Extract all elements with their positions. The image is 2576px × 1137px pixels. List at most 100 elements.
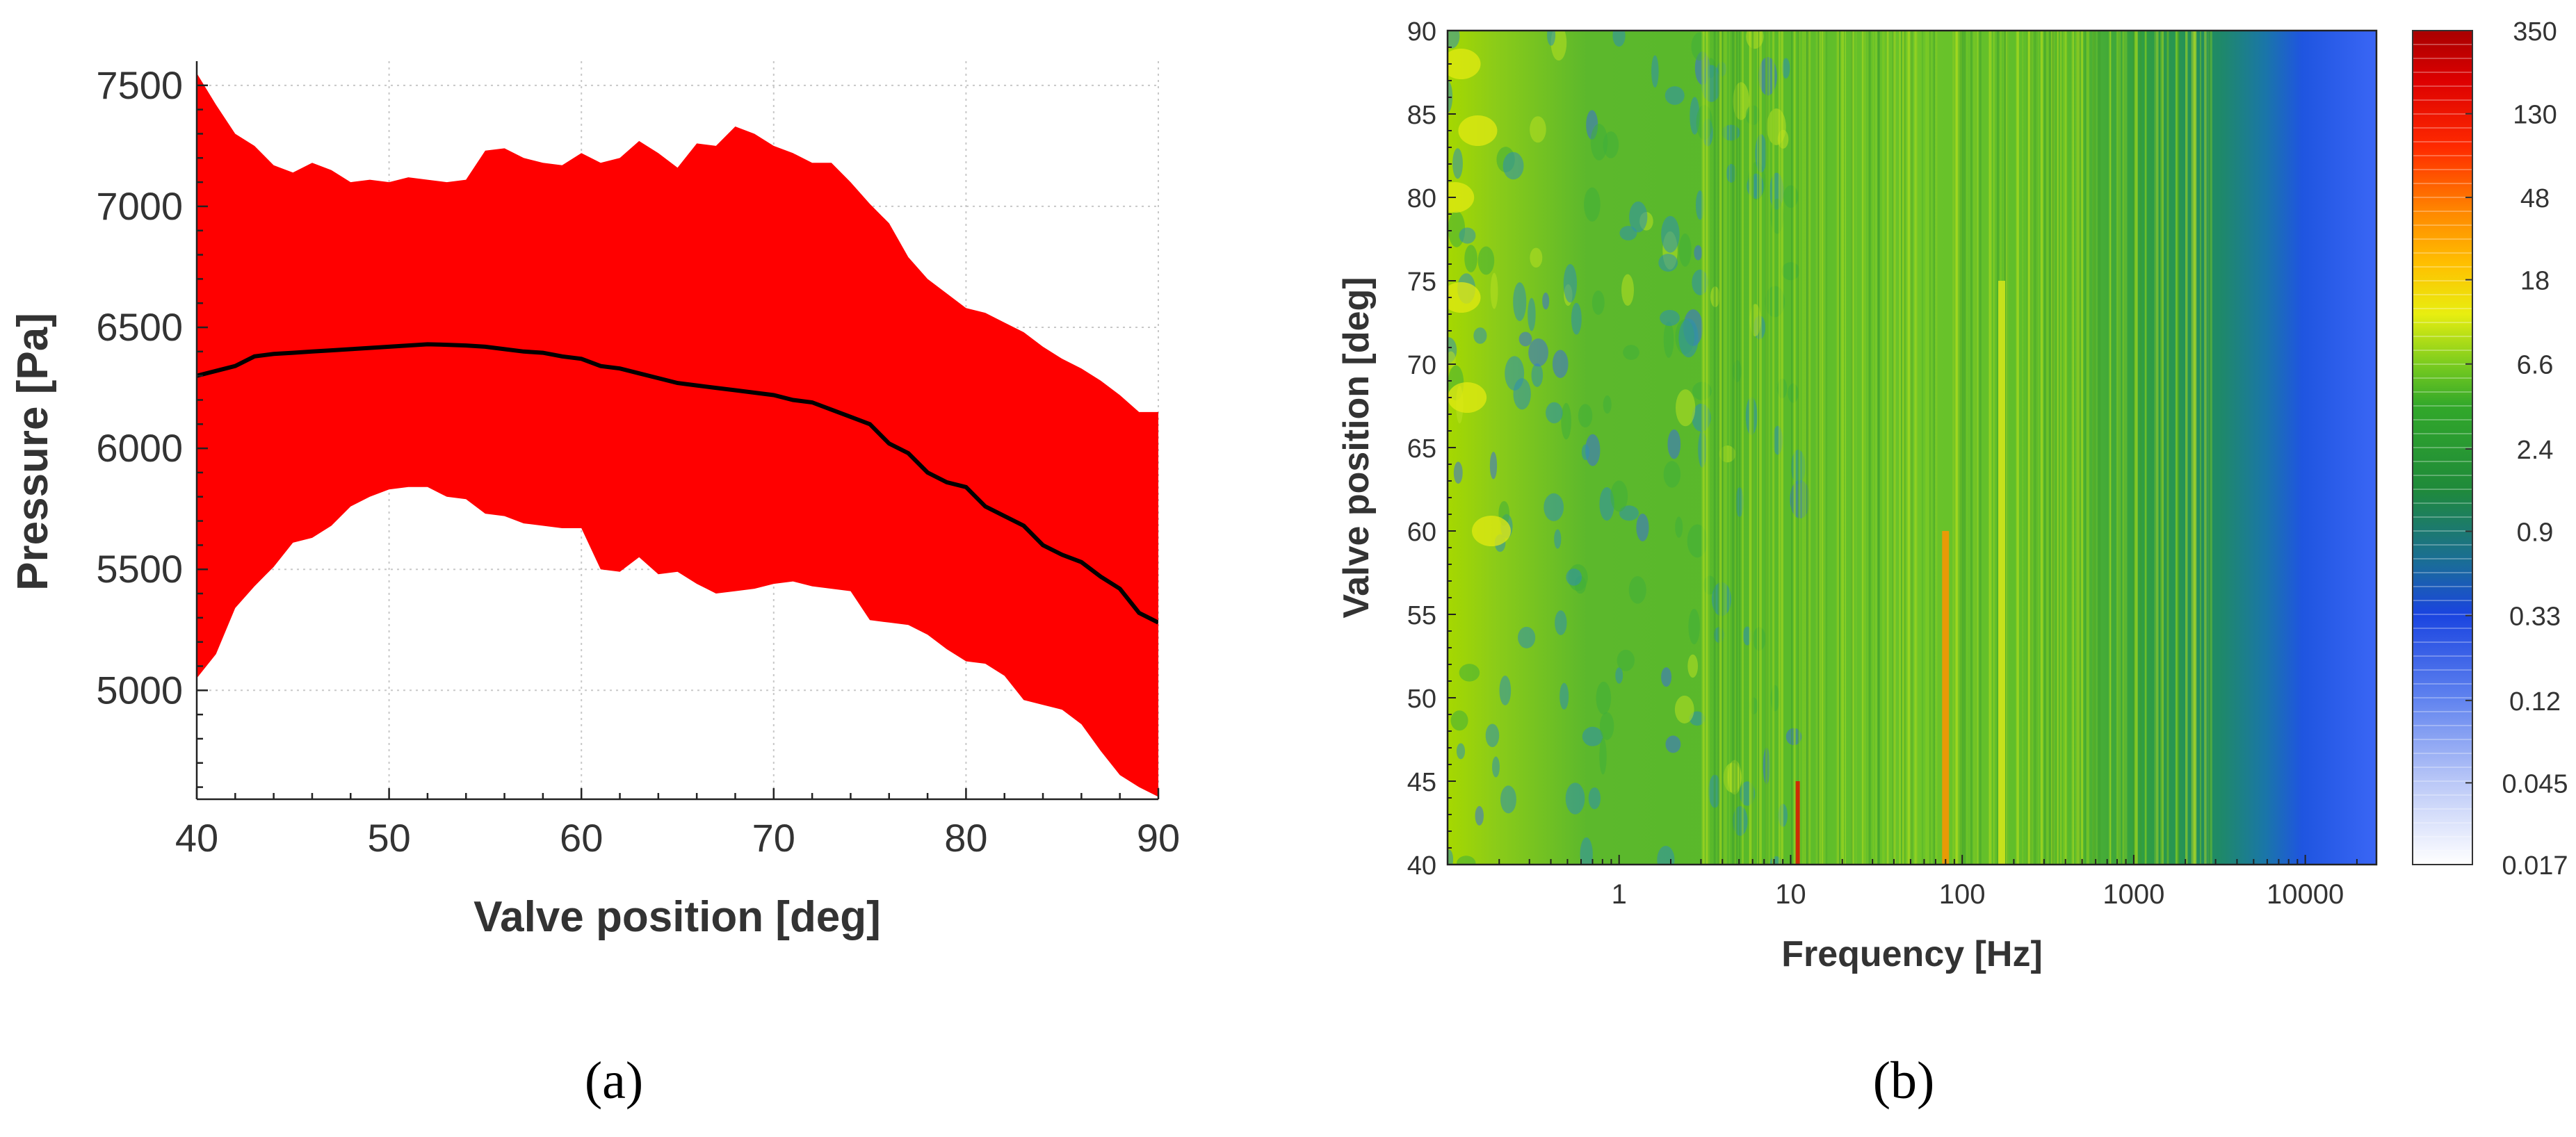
texture-blob <box>1448 49 1481 79</box>
texture-blob <box>1518 626 1536 648</box>
texture-blob <box>1629 201 1648 233</box>
texture-blob <box>1667 429 1681 459</box>
texture-blob <box>1719 445 1736 463</box>
texture-blob <box>1581 444 1590 461</box>
texture-blob <box>1733 805 1748 836</box>
texture-blob <box>1651 55 1659 88</box>
y-tick-label-b: 75 <box>1407 268 1436 297</box>
texture-blob <box>1566 568 1582 586</box>
texture-blob <box>1619 225 1637 240</box>
texture-blob <box>1582 726 1603 746</box>
texture-blob <box>1547 31 1556 46</box>
x-tick-label-a: 50 <box>367 816 410 860</box>
texture-blob <box>1781 262 1800 281</box>
texture-blob <box>1733 82 1749 120</box>
texture-blob <box>1473 327 1487 344</box>
x-tick-label-a: 90 <box>1137 816 1180 860</box>
texture-blob <box>1781 58 1790 79</box>
texture-blob <box>1502 152 1524 180</box>
texture-blob <box>1661 215 1680 253</box>
texture-blob <box>1708 774 1722 808</box>
texture-blob <box>1703 575 1717 595</box>
y-tick-label-a: 5500 <box>96 547 183 591</box>
colorbar-tick-label: 48 <box>2520 184 2550 213</box>
texture-blob <box>1663 321 1674 358</box>
texture-blob <box>1674 695 1694 723</box>
texture-blob <box>1615 667 1623 684</box>
texture-blob <box>1571 302 1582 335</box>
y-tick-label-b: 65 <box>1407 434 1436 464</box>
texture-blob <box>1675 516 1683 538</box>
texture-blob <box>1499 676 1512 705</box>
texture-blob <box>1710 286 1720 308</box>
texture-blob <box>1580 837 1593 865</box>
x-axis-label-b: Frequency [Hz] <box>1781 934 2043 974</box>
panel-label-b: (b) <box>1873 1052 1935 1110</box>
x-ticks-b: 1 10 100 1000 10000 <box>1447 855 2358 910</box>
texture-blob <box>1691 32 1708 61</box>
texture-blob <box>1554 529 1562 549</box>
texture-blob <box>1561 402 1571 440</box>
y-tick-label-b: 45 <box>1407 768 1436 797</box>
texture-blob <box>1560 682 1569 710</box>
texture-blob <box>1530 116 1546 143</box>
texture-blob <box>1599 712 1614 740</box>
texture-blob <box>1612 31 1626 47</box>
texture-blob <box>1692 269 1708 295</box>
panel-a: 40 50 60 70 80 90 5000 5500 6000 6500 7000 7500 Va… <box>9 61 1180 1110</box>
texture-blob <box>1777 378 1788 399</box>
texture-blob <box>1459 227 1476 244</box>
texture-blob <box>1749 173 1764 199</box>
texture-blob <box>1763 747 1770 785</box>
texture-blob <box>1610 480 1628 512</box>
heatmap-texture <box>1448 31 2212 865</box>
texture-blob <box>1544 493 1564 521</box>
texture-blob <box>1457 856 1476 865</box>
texture-blob <box>1603 395 1612 414</box>
texture-blob <box>1688 608 1700 645</box>
texture-blob <box>1617 649 1635 671</box>
y-tick-label-b: 55 <box>1407 601 1436 630</box>
y-axis-label-b: Valve position [deg] <box>1336 277 1377 618</box>
texture-blob <box>1542 292 1550 310</box>
x-tick-label-b: 10000 <box>2267 879 2344 910</box>
texture-blob <box>1694 245 1703 261</box>
texture-blob <box>1749 697 1758 714</box>
texture-blob <box>1678 318 1699 358</box>
texture-blob <box>1546 402 1563 424</box>
texture-blob <box>1448 382 1487 413</box>
texture-blob <box>1660 309 1680 326</box>
texture-blob <box>1687 654 1699 678</box>
texture-blob <box>1492 756 1500 778</box>
x-axis-label-a: Valve position [deg] <box>473 893 881 941</box>
colorbar-bands <box>2413 44 2472 851</box>
texture-blob <box>1518 332 1532 347</box>
y-tick-label-a: 6000 <box>96 426 183 470</box>
x-tick-label-b: 10 <box>1775 879 1806 910</box>
colorbar: 0.017 0.045 0.12 0.33 0.9 2.4 6.6 18 48 130 350 <box>2412 17 2568 881</box>
texture-blob <box>1578 404 1593 428</box>
texture-blob <box>1777 129 1789 149</box>
texture-blob <box>1628 576 1646 604</box>
y-tick-label-b: 70 <box>1407 351 1436 380</box>
texture-blob <box>1664 86 1685 105</box>
texture-blob <box>1619 505 1639 521</box>
y-ticks-b: 40 45 50 55 60 65 70 75 80 85 90 <box>1407 17 1456 881</box>
colorbar-tick-label: 0.9 <box>2517 518 2554 547</box>
mean-pressure-line <box>197 342 1158 625</box>
texture-blob <box>1665 735 1681 753</box>
y-tick-label-a: 7000 <box>96 184 183 228</box>
texture-blob <box>1505 356 1525 391</box>
colorbar-tick-label: 0.045 <box>2502 769 2568 799</box>
texture-blob <box>1584 187 1601 222</box>
texture-blob <box>1788 383 1799 403</box>
texture-blob <box>1658 254 1678 272</box>
texture-blob <box>1530 247 1543 268</box>
y-tick-label-b: 85 <box>1407 101 1436 130</box>
texture-blob <box>1458 115 1498 146</box>
colorbar-tick-label: 0.12 <box>2509 687 2561 717</box>
texture-blob <box>1475 805 1484 826</box>
panel-label-a: (a) <box>585 1052 643 1110</box>
texture-blob <box>1687 524 1708 558</box>
